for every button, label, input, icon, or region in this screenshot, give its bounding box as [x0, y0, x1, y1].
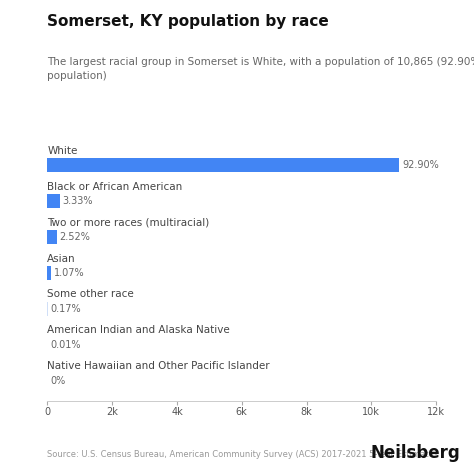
Text: Somerset, KY population by race: Somerset, KY population by race [47, 14, 329, 29]
Text: Some other race: Some other race [47, 290, 134, 300]
Text: 1.07%: 1.07% [54, 268, 85, 278]
Text: 0.01%: 0.01% [50, 340, 81, 350]
Text: American Indian and Alaska Native: American Indian and Alaska Native [47, 326, 230, 336]
Text: 2.52%: 2.52% [60, 232, 91, 242]
Text: 0%: 0% [50, 376, 65, 386]
Text: 3.33%: 3.33% [63, 196, 93, 206]
Text: Neilsberg: Neilsberg [370, 444, 460, 462]
Bar [47, 230, 57, 244]
Text: Native Hawaiian and Other Pacific Islander: Native Hawaiian and Other Pacific Island… [47, 361, 270, 372]
Bar [47, 266, 52, 280]
Bar [47, 194, 60, 208]
Text: 92.90%: 92.90% [402, 160, 438, 170]
Text: Black or African American: Black or African American [47, 182, 182, 191]
Text: 0.17%: 0.17% [51, 304, 81, 314]
Text: Two or more races (multiracial): Two or more races (multiracial) [47, 218, 210, 228]
Bar [47, 158, 399, 172]
Bar [47, 302, 48, 316]
Text: White: White [47, 146, 78, 155]
Text: The largest racial group in Somerset is White, with a population of 10,865 (92.9: The largest racial group in Somerset is … [47, 57, 474, 81]
Text: Asian: Asian [47, 254, 76, 264]
Text: Source: U.S. Census Bureau, American Community Survey (ACS) 2017-2021 5-Year Est: Source: U.S. Census Bureau, American Com… [47, 450, 438, 459]
